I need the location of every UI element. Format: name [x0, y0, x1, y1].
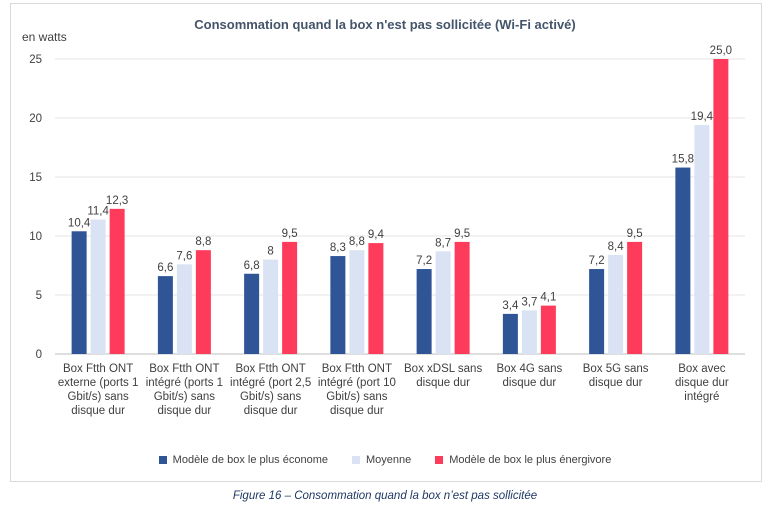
data-label: 9,5	[282, 228, 298, 240]
legend-item: Moyenne	[352, 454, 411, 466]
y-tick-label: 15	[29, 172, 42, 184]
legend-label: Modèle de box le plus économe	[172, 454, 328, 466]
bar-mean	[694, 125, 710, 354]
bar-min	[416, 269, 432, 354]
data-label: 7,6	[176, 250, 192, 262]
data-label: 8,3	[330, 242, 346, 254]
legend-swatch	[158, 456, 167, 464]
data-label: 19,4	[691, 111, 714, 123]
data-label: 25,0	[710, 45, 732, 57]
data-label: 3,4	[502, 300, 519, 312]
data-label: 8,8	[195, 236, 211, 248]
bar-max	[195, 250, 211, 354]
bar-max	[713, 59, 729, 354]
data-label: 15,8	[672, 154, 694, 166]
legend-item: Modèle de box le plus énergivore	[435, 454, 611, 466]
data-label: 3,7	[521, 296, 537, 308]
data-label: 11,4	[87, 205, 109, 217]
bar-mean	[349, 250, 365, 354]
bar-mean	[521, 310, 537, 354]
data-label: 8	[267, 246, 273, 258]
x-tick-label: Box 4G sans disque dur	[496, 363, 563, 389]
bar-min	[589, 269, 605, 354]
bar-max	[109, 208, 125, 354]
data-label: 7,2	[416, 255, 432, 267]
bar-min	[675, 167, 691, 354]
bar-mean	[90, 219, 106, 354]
legend-label: Moyenne	[366, 454, 412, 466]
bar-min	[157, 276, 173, 354]
bar-max	[368, 243, 384, 354]
bar-max	[454, 241, 470, 354]
y-tick-label: 10	[29, 231, 42, 243]
data-label: 6,6	[157, 262, 173, 274]
bar-min	[330, 256, 346, 354]
bar-mean	[176, 264, 192, 354]
y-tick-label: 20	[29, 113, 42, 125]
x-tick-label: Box 5G sans disque dur	[582, 363, 649, 389]
data-label: 9,4	[368, 229, 385, 241]
bar-min	[502, 313, 518, 354]
bar-mean	[263, 259, 279, 354]
data-label: 6,8	[244, 260, 260, 272]
data-label: 8,8	[349, 236, 365, 248]
data-label: 8,4	[608, 241, 625, 253]
chart-title: Consommation quand la box n'est pas soll…	[194, 17, 576, 32]
x-tick-label: Box xDSL sans disque dur	[404, 363, 483, 389]
y-tick-label: 25	[29, 54, 42, 66]
y-tick-label: 0	[36, 349, 42, 361]
legend-swatch	[352, 456, 360, 464]
legend-label: Modèle de box le plus énergivore	[449, 454, 612, 466]
legend-swatch	[435, 456, 444, 464]
data-label: 7,2	[589, 255, 605, 267]
figure-caption: Figure 16 – Consommation quand la box n’…	[232, 490, 538, 502]
bar-min	[244, 273, 260, 354]
legend: Modèle de box le plus économe Moyenne Modè…	[0, 454, 770, 466]
x-tick-label: Box Ftth ONT intégré (port 10 Gbit/s) sa…	[317, 363, 396, 417]
x-tick-label: Box Ftth ONT intégré (ports 1 Gbit/s) sa…	[145, 363, 224, 417]
data-label: 9,5	[627, 228, 643, 240]
bar-min	[71, 231, 87, 354]
bar-max	[627, 241, 643, 354]
y-tick-label: 5	[36, 290, 42, 302]
bar-max	[282, 241, 298, 354]
y-axis-unit-label: en watts	[22, 30, 67, 44]
data-label: 12,3	[106, 195, 128, 207]
bar-mean	[435, 251, 451, 354]
data-label: 8,7	[435, 237, 451, 249]
data-label: 10,4	[68, 217, 91, 229]
legend-item: Modèle de box le plus économe	[158, 454, 328, 466]
data-label: 4,1	[540, 292, 556, 304]
bar-mean	[608, 254, 624, 354]
x-tick-label: Box Ftth ONT intégré (port 2,5 Gbit/s) s…	[230, 363, 312, 417]
bar-max	[540, 305, 556, 354]
data-label: 9,5	[454, 228, 470, 240]
x-tick-label: Box Ftth ONT externe (ports 1 Gbit/s) sa…	[57, 363, 139, 417]
x-tick-label: Box avec disque dur intégré	[675, 363, 729, 403]
